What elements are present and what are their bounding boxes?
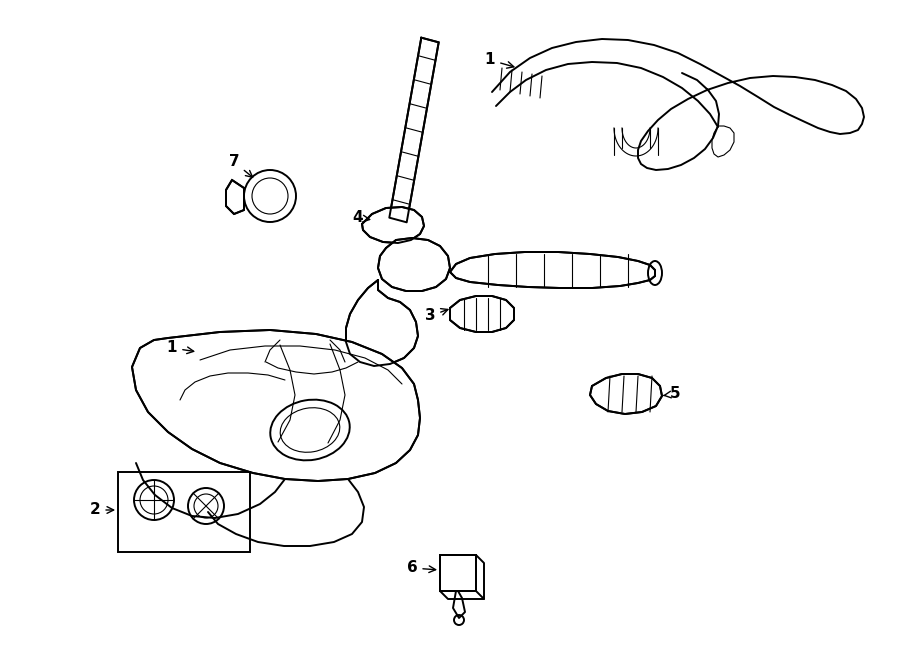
Text: 7: 7 xyxy=(229,155,253,177)
Polygon shape xyxy=(226,180,244,214)
Polygon shape xyxy=(346,280,418,366)
Polygon shape xyxy=(590,374,662,414)
Text: 2: 2 xyxy=(90,502,113,518)
Polygon shape xyxy=(440,555,476,591)
Text: 4: 4 xyxy=(353,210,370,225)
Text: 3: 3 xyxy=(425,309,448,323)
Polygon shape xyxy=(450,296,514,332)
Text: 5: 5 xyxy=(664,387,680,401)
Polygon shape xyxy=(390,38,438,222)
Polygon shape xyxy=(362,207,424,243)
Polygon shape xyxy=(378,238,450,291)
Text: 1: 1 xyxy=(166,340,194,356)
Text: 6: 6 xyxy=(407,561,436,576)
Text: 1: 1 xyxy=(485,52,514,68)
Polygon shape xyxy=(132,330,420,481)
Polygon shape xyxy=(450,252,655,288)
Bar xyxy=(118,472,250,552)
